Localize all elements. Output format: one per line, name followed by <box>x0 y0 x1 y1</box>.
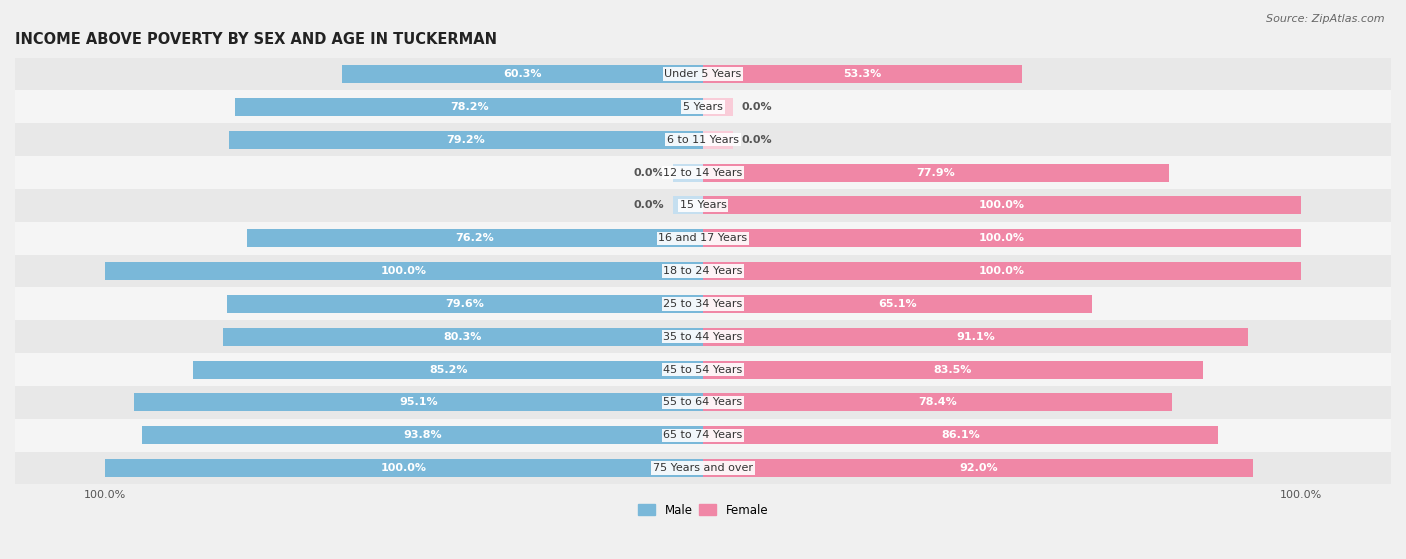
Text: 18 to 24 Years: 18 to 24 Years <box>664 266 742 276</box>
Legend: Male, Female: Male, Female <box>633 499 773 522</box>
Bar <box>15 419 1391 452</box>
Text: 83.5%: 83.5% <box>934 364 972 375</box>
Bar <box>342 65 703 83</box>
Text: 91.1%: 91.1% <box>956 331 995 342</box>
Bar <box>703 426 1218 444</box>
Text: 78.2%: 78.2% <box>450 102 488 112</box>
Bar <box>15 320 1391 353</box>
Text: INCOME ABOVE POVERTY BY SEX AND AGE IN TUCKERMAN: INCOME ABOVE POVERTY BY SEX AND AGE IN T… <box>15 32 496 47</box>
Text: 86.1%: 86.1% <box>941 430 980 440</box>
Bar <box>703 229 1302 247</box>
Bar <box>703 262 1302 280</box>
Text: 35 to 44 Years: 35 to 44 Years <box>664 331 742 342</box>
Text: 55 to 64 Years: 55 to 64 Years <box>664 397 742 408</box>
Text: 16 and 17 Years: 16 and 17 Years <box>658 233 748 243</box>
Bar <box>703 295 1092 313</box>
Text: 79.6%: 79.6% <box>446 299 484 309</box>
Bar <box>226 295 703 313</box>
Text: 0.0%: 0.0% <box>742 135 772 145</box>
Text: 45 to 54 Years: 45 to 54 Years <box>664 364 742 375</box>
Bar <box>15 452 1391 485</box>
Bar <box>235 98 703 116</box>
Bar <box>673 196 703 215</box>
Bar <box>703 328 1249 346</box>
Text: 85.2%: 85.2% <box>429 364 467 375</box>
Text: 53.3%: 53.3% <box>844 69 882 79</box>
Bar <box>15 189 1391 222</box>
Text: 65.1%: 65.1% <box>879 299 917 309</box>
Text: 79.2%: 79.2% <box>447 135 485 145</box>
Bar <box>15 156 1391 189</box>
Text: 5 Years: 5 Years <box>683 102 723 112</box>
Text: 0.0%: 0.0% <box>634 168 664 178</box>
Text: 78.4%: 78.4% <box>918 397 957 408</box>
Bar <box>15 287 1391 320</box>
Bar <box>703 394 1173 411</box>
Text: 25 to 34 Years: 25 to 34 Years <box>664 299 742 309</box>
Text: 93.8%: 93.8% <box>404 430 441 440</box>
Text: Source: ZipAtlas.com: Source: ZipAtlas.com <box>1267 14 1385 24</box>
Bar <box>15 91 1391 124</box>
Bar <box>703 361 1202 378</box>
Text: 95.1%: 95.1% <box>399 397 437 408</box>
Text: 100.0%: 100.0% <box>381 463 427 473</box>
Text: 6 to 11 Years: 6 to 11 Years <box>666 135 740 145</box>
Bar <box>247 229 703 247</box>
Text: 80.3%: 80.3% <box>444 331 482 342</box>
Bar <box>703 98 733 116</box>
Text: 100.0%: 100.0% <box>979 233 1025 243</box>
Bar <box>703 164 1168 182</box>
Text: 100.0%: 100.0% <box>979 201 1025 210</box>
Text: 100.0%: 100.0% <box>979 266 1025 276</box>
Bar <box>134 394 703 411</box>
Text: 77.9%: 77.9% <box>917 168 956 178</box>
Bar <box>703 196 1302 215</box>
Text: 12 to 14 Years: 12 to 14 Years <box>664 168 742 178</box>
Bar <box>673 164 703 182</box>
Text: 100.0%: 100.0% <box>381 266 427 276</box>
Bar <box>703 65 1022 83</box>
Bar <box>222 328 703 346</box>
Text: 60.3%: 60.3% <box>503 69 541 79</box>
Bar <box>193 361 703 378</box>
Bar <box>15 222 1391 255</box>
Bar <box>15 386 1391 419</box>
Bar <box>15 353 1391 386</box>
Text: Under 5 Years: Under 5 Years <box>665 69 741 79</box>
Text: 92.0%: 92.0% <box>959 463 997 473</box>
Bar <box>703 131 733 149</box>
Bar <box>104 459 703 477</box>
Text: 65 to 74 Years: 65 to 74 Years <box>664 430 742 440</box>
Bar <box>15 255 1391 287</box>
Bar <box>104 262 703 280</box>
Text: 0.0%: 0.0% <box>634 201 664 210</box>
Bar <box>703 459 1253 477</box>
Text: 0.0%: 0.0% <box>742 102 772 112</box>
Text: 76.2%: 76.2% <box>456 233 495 243</box>
Bar <box>15 58 1391 91</box>
Bar <box>142 426 703 444</box>
Text: 75 Years and over: 75 Years and over <box>652 463 754 473</box>
Bar <box>229 131 703 149</box>
Bar <box>15 124 1391 156</box>
Text: 15 Years: 15 Years <box>679 201 727 210</box>
